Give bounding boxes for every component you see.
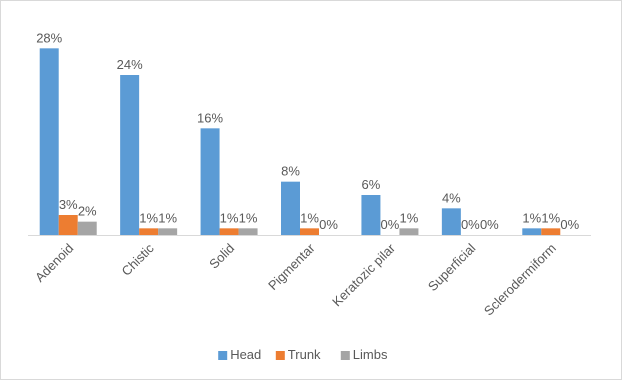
category-label-superficial: Superficial	[425, 240, 479, 294]
bar-adenoid-limbs	[77, 221, 97, 235]
bar-adenoid-head	[39, 48, 59, 236]
data-label-pigmentar-head: 8%	[281, 164, 300, 179]
bar-solid-limbs	[238, 228, 258, 235]
bar-chistic-limbs	[158, 228, 178, 235]
data-label-superficial-limbs: 0%	[480, 217, 499, 232]
bar-keratozic-pilar-head	[361, 195, 381, 235]
data-labels-layer: 28%3% 2%24%1% 1%16%1% 1%8%1% 0%6%0% 1%4%0% 0% 1…	[36, 30, 579, 232]
data-label-sclerodermiform-trunk: 1%	[541, 210, 560, 225]
data-label-solid-trunk: 1%	[220, 210, 239, 225]
data-label-superficial-trunk: 0%	[461, 217, 480, 232]
bar-sclerodermiform-head	[522, 228, 542, 235]
bar-sclerodermiform-trunk	[541, 228, 561, 235]
category-labels-layer: Adenoid Chistic Solid Pigmentar Keratozic pi…	[32, 240, 559, 319]
category-label-sclerodermiform: Sclerodermiform	[481, 241, 559, 319]
data-label-sclerodermiform-limbs: 0%	[560, 217, 579, 232]
bar-solid-trunk	[219, 228, 239, 235]
data-label-solid-limbs: 1%	[239, 210, 258, 225]
bar-superficial-head	[441, 208, 461, 235]
data-label-adenoid-head: 28%	[36, 30, 62, 45]
category-label-solid: Solid	[206, 241, 237, 272]
data-label-pigmentar-limbs: 0%	[319, 217, 338, 232]
bar-chistic-head	[120, 75, 140, 235]
category-label-adenoid: Adenoid	[32, 241, 76, 285]
data-label-adenoid-trunk: 3%	[59, 197, 78, 212]
category-label-keratozic-pilar: Keratozic pilar	[329, 240, 398, 309]
data-label-chistic-head: 24%	[117, 57, 143, 72]
data-label-keratozic-pilar-head: 6%	[362, 177, 381, 192]
bar-adenoid-trunk	[58, 215, 78, 235]
legend-label-head: Head	[230, 347, 261, 362]
category-label-chistic: Chistic	[119, 240, 158, 279]
bars-layer	[39, 48, 561, 236]
legend-label-trunk: Trunk	[288, 347, 321, 362]
legend: Head Trunk Limbs	[218, 347, 388, 362]
bar-keratozic-pilar-limbs	[399, 228, 419, 235]
data-label-chistic-limbs: 1%	[158, 210, 177, 225]
bar-chistic-trunk	[139, 228, 159, 235]
legend-label-limbs: Limbs	[353, 347, 388, 362]
category-label-pigmentar: Pigmentar	[265, 240, 318, 293]
data-label-superficial-head: 4%	[442, 190, 461, 205]
data-label-adenoid-limbs: 2%	[78, 204, 97, 219]
data-label-sclerodermiform-head: 1%	[522, 210, 541, 225]
data-label-keratozic-pilar-trunk: 0%	[381, 217, 400, 232]
bar-pigmentar-head	[281, 181, 300, 235]
bar-pigmentar-trunk	[300, 228, 319, 235]
legend-swatch-trunk	[275, 351, 285, 360]
legend-swatch-limbs	[340, 351, 350, 360]
data-label-chistic-trunk: 1%	[139, 210, 158, 225]
legend-swatch-head	[218, 351, 228, 360]
bar-solid-head	[200, 128, 220, 235]
data-label-solid-head: 16%	[197, 110, 223, 125]
data-label-pigmentar-trunk: 1%	[300, 210, 319, 225]
data-label-keratozic-pilar-limbs: 1%	[400, 210, 419, 225]
